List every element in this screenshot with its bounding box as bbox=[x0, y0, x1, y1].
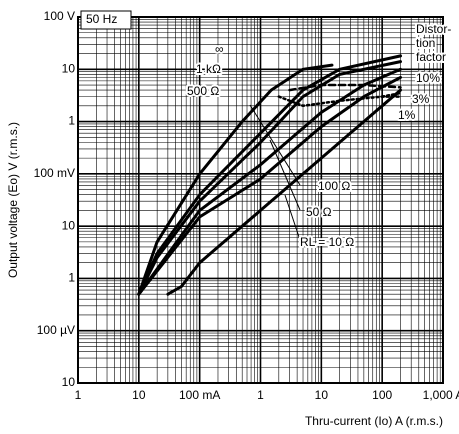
annotation: factor bbox=[416, 50, 446, 64]
curve-label: RL = 10 Ω bbox=[300, 235, 354, 249]
y-tick-label: 100 mV bbox=[34, 166, 75, 180]
x-axis-title: Thru-current (Io) A (r.m.s.) bbox=[305, 414, 443, 428]
curve bbox=[137, 67, 402, 296]
x-tick-label: 10 bbox=[315, 388, 329, 402]
curve bbox=[137, 54, 402, 296]
plot bbox=[137, 54, 402, 296]
y-tick-label: 10 bbox=[62, 375, 76, 389]
curve bbox=[380, 91, 402, 98]
plot-frame bbox=[77, 16, 444, 384]
y-tick-label: 1 bbox=[68, 271, 75, 285]
x-tick-label: 100 bbox=[372, 388, 392, 402]
annotation: 50 Hz bbox=[86, 12, 117, 26]
x-tick-label: 1 bbox=[75, 388, 82, 402]
y-tick-label: 1 bbox=[68, 114, 75, 128]
y-tick-label: 10 bbox=[62, 61, 76, 75]
x-tick-label: 1,000 A bbox=[423, 388, 459, 402]
annotation: tion bbox=[416, 36, 435, 50]
y-axis-title: Output voltage (Eo) V (r.m.s.) bbox=[6, 122, 20, 278]
curve-label: 3% bbox=[412, 92, 430, 106]
curve-label: 1% bbox=[398, 108, 416, 122]
curve-label: 500 Ω bbox=[187, 84, 219, 98]
annotation: Distor- bbox=[416, 22, 451, 36]
x-tick-label: 1 bbox=[257, 388, 264, 402]
curve bbox=[137, 63, 334, 296]
curve-label: 1 kΩ bbox=[196, 62, 221, 76]
curve-label: 100 Ω bbox=[318, 179, 350, 193]
y-tick-label: 100 V bbox=[44, 9, 75, 23]
leader bbox=[249, 104, 301, 186]
x-tick-label: 10 bbox=[132, 388, 146, 402]
curve bbox=[137, 75, 402, 296]
curve bbox=[288, 83, 402, 92]
x-tick-label: 100 mA bbox=[179, 388, 220, 402]
y-tick-label: 10 bbox=[62, 218, 76, 232]
curve-label: ∞ bbox=[215, 42, 224, 56]
curve-label: 10% bbox=[416, 71, 440, 85]
leader bbox=[284, 194, 301, 241]
leaders bbox=[249, 104, 301, 241]
frequency-box bbox=[80, 10, 132, 30]
curve bbox=[166, 88, 402, 296]
y-tick-label: 100 µV bbox=[37, 323, 75, 337]
leader bbox=[269, 139, 301, 211]
curve bbox=[137, 60, 402, 296]
curve-label: 50 Ω bbox=[306, 205, 332, 219]
grid bbox=[77, 16, 444, 384]
